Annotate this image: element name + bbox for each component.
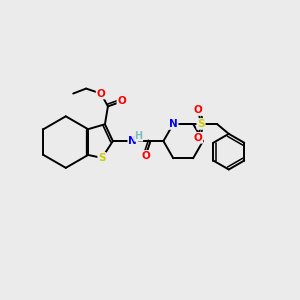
Text: O: O bbox=[194, 133, 203, 143]
Text: O: O bbox=[117, 97, 126, 106]
Text: S: S bbox=[197, 119, 205, 129]
Text: O: O bbox=[194, 105, 203, 115]
Text: S: S bbox=[98, 153, 106, 163]
Text: N: N bbox=[128, 136, 137, 146]
Text: N: N bbox=[169, 119, 178, 129]
Text: H: H bbox=[135, 131, 143, 141]
Text: O: O bbox=[97, 88, 105, 98]
Text: O: O bbox=[141, 151, 150, 161]
